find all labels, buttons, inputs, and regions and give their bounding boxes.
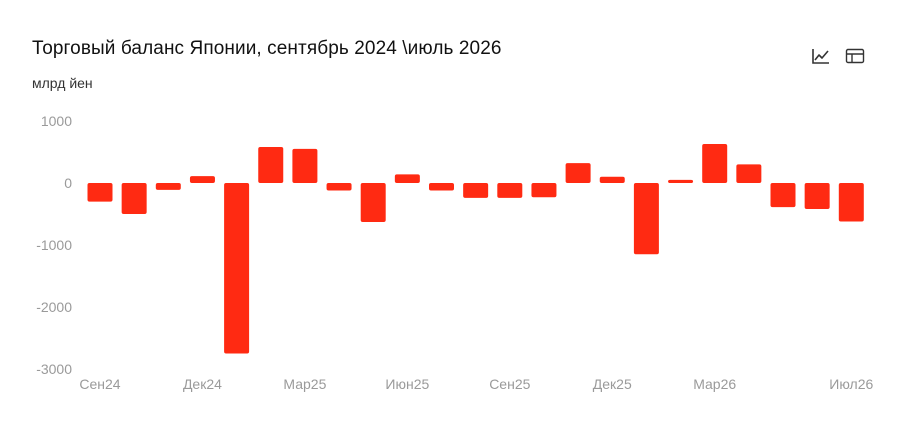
bar-Окт25[interactable] bbox=[531, 183, 557, 198]
bar-Ноя24[interactable] bbox=[155, 183, 181, 190]
x-tick-label: Июл26 bbox=[829, 376, 873, 392]
bar-Дек25[interactable] bbox=[599, 176, 625, 183]
bar-Янв26[interactable] bbox=[633, 183, 659, 255]
bar-Июл25[interactable] bbox=[429, 183, 454, 191]
x-tick-label: Мар26 bbox=[693, 376, 736, 392]
bar-Июн25[interactable] bbox=[394, 174, 420, 183]
y-tick-label: 1000 bbox=[41, 113, 72, 129]
bar-Фев25[interactable] bbox=[258, 147, 284, 183]
table-view-button[interactable] bbox=[844, 46, 866, 66]
bar-Апр25[interactable] bbox=[326, 183, 352, 191]
x-tick-label: Мар25 bbox=[283, 376, 326, 392]
y-tick-label: 0 bbox=[64, 175, 72, 191]
x-tick-label: Сен25 bbox=[489, 376, 530, 392]
bar-Дек24[interactable] bbox=[189, 176, 215, 183]
bar-Мар26[interactable] bbox=[702, 143, 728, 183]
line-chart-icon bbox=[812, 49, 829, 64]
bar-Июл26[interactable] bbox=[838, 183, 864, 222]
bar-Апр26[interactable] bbox=[736, 164, 762, 183]
y-tick-label: -1000 bbox=[36, 237, 72, 253]
bar-Фев26[interactable] bbox=[668, 179, 694, 183]
x-tick-label: Июн25 bbox=[385, 376, 429, 392]
line-chart-button[interactable] bbox=[810, 46, 832, 66]
bar-Май25[interactable] bbox=[360, 183, 386, 223]
bar-Янв25[interactable] bbox=[224, 183, 250, 354]
x-tick-label: Сен24 bbox=[79, 376, 120, 392]
view-toolbar bbox=[810, 46, 866, 66]
y-tick-label: -3000 bbox=[36, 361, 72, 377]
bar-Сен24[interactable] bbox=[87, 183, 113, 202]
bar-Сен25[interactable] bbox=[497, 183, 523, 198]
y-tick-label: -2000 bbox=[36, 299, 72, 315]
bar-Окт24[interactable] bbox=[121, 183, 147, 214]
bar-Мар25[interactable] bbox=[292, 148, 318, 183]
x-tick-label: Дек24 bbox=[183, 376, 222, 392]
x-tick-label: Дек25 bbox=[593, 376, 632, 392]
bar-Авг25[interactable] bbox=[463, 183, 489, 198]
chart-title: Торговый баланс Японии, сентябрь 2024 \и… bbox=[32, 38, 502, 59]
bar-Июн26[interactable] bbox=[804, 183, 830, 210]
bar-Май26[interactable] bbox=[770, 183, 796, 208]
y-axis-unit-label: млрд йен bbox=[32, 75, 93, 91]
table-view-icon bbox=[845, 48, 865, 64]
bar-Ноя25[interactable] bbox=[565, 163, 591, 183]
